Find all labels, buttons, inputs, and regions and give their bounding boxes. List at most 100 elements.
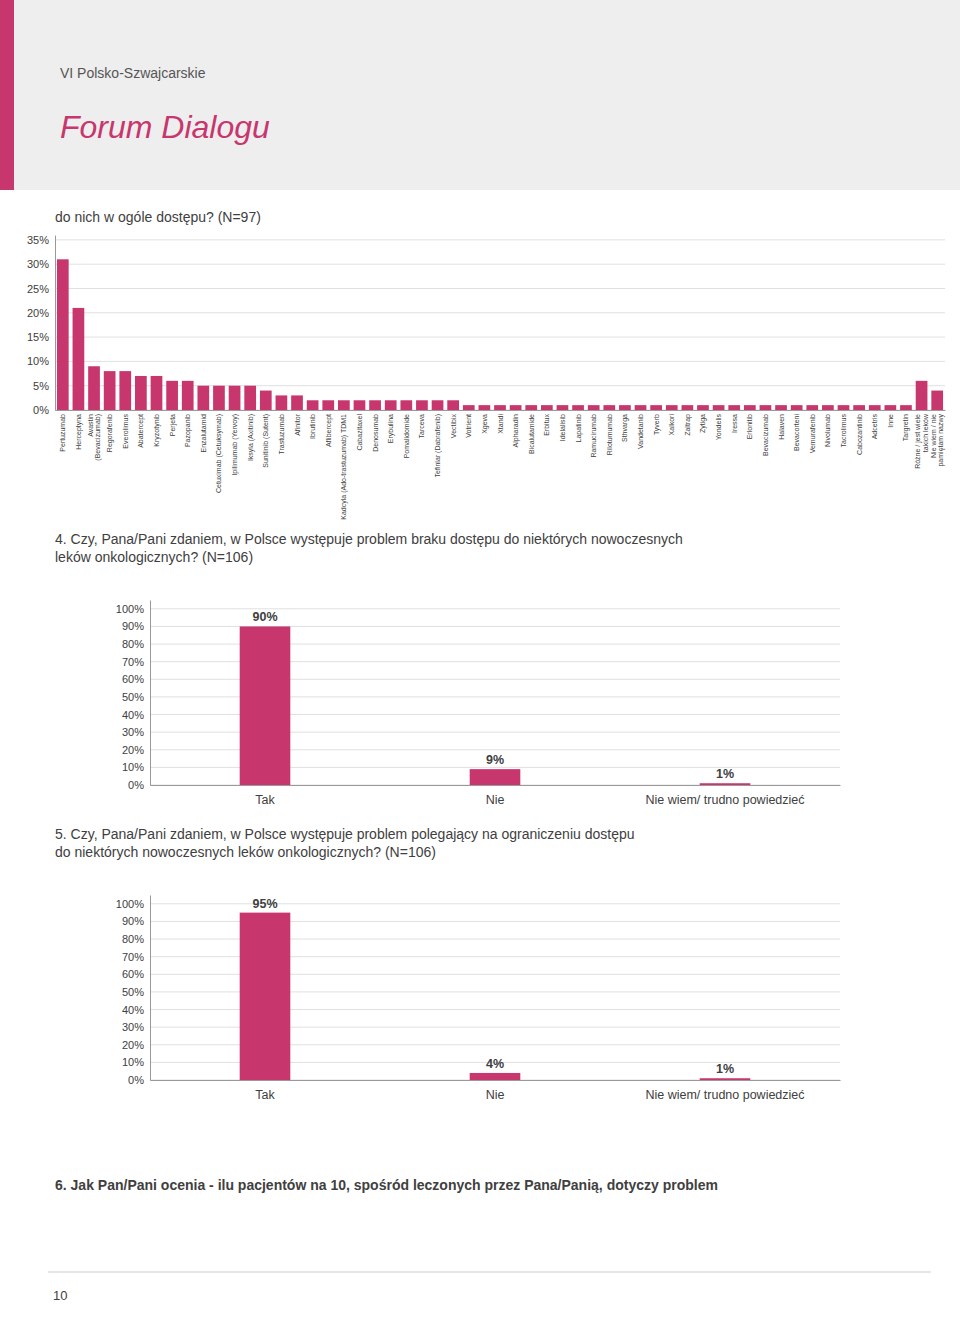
x-tick-label-line: Pazopanib (184, 414, 192, 447)
x-axis: Tak Nie Nie wiem/ trudno powiedzieć (151, 1081, 841, 1102)
x-tick-label-line: Kryzotynib (153, 414, 161, 447)
x-tick-label-line: Nivolumab (824, 414, 831, 447)
x-tick-label: Nie wiem/ trudno powiedzieć (645, 1088, 804, 1102)
x-tick-label-line: Sunitinib (Sutent) (262, 414, 270, 468)
y-tick-label: 20% (27, 307, 49, 319)
bar (104, 371, 116, 410)
x-tick-label-line: Regorafenib (106, 414, 114, 452)
x-tick-label: Vandetanib (637, 414, 644, 449)
data-label: 1% (716, 1062, 734, 1076)
bar (666, 405, 678, 410)
x-tick-label: Nie (486, 1088, 505, 1102)
x-tick-label: Nie wiem / niepamiętam nazwy (930, 414, 946, 467)
x-tick-label-line: Alpharadin (512, 414, 520, 448)
bar (635, 405, 647, 410)
x-tick-label: Adcetris (871, 414, 878, 440)
x-tick: Cabazitaxel (356, 414, 363, 451)
data-label: 4% (486, 1057, 504, 1071)
y-tick: 40% (122, 709, 150, 721)
x-tick-label: Kadcyla (Ado-trastuzumab) TDM1 (340, 414, 348, 520)
x-tick: Iksyla (Axitinib) (247, 414, 255, 461)
x-tick: Afinitor (294, 413, 301, 435)
bar (884, 405, 896, 410)
x-tick-label-line: Yondelis (715, 414, 722, 441)
x-tick-label: Erybulina (387, 414, 395, 443)
x-tick: Halaven (778, 414, 785, 440)
bar (479, 405, 491, 410)
x-tick: Pertuzumab (59, 414, 66, 452)
x-tick-label-line: Enzalutamid (200, 414, 207, 453)
x-tick: Yondelis (715, 414, 722, 441)
x-tick: Nie (486, 1088, 505, 1102)
y-tick-label: 20% (122, 744, 144, 756)
bar (916, 381, 928, 410)
x-tick-label: Afinitor (294, 413, 301, 435)
y-tick-label: 30% (122, 1021, 144, 1033)
bar (838, 405, 850, 410)
bar (135, 376, 147, 410)
x-tick-label: Lapatinib (575, 414, 583, 443)
x-tick-label-line: Idelalisib (559, 414, 566, 441)
x-tick: Nie (486, 793, 505, 807)
bar (260, 391, 272, 410)
x-tick: Cetuximab (Cetuksymab) (215, 414, 223, 493)
x-tick: Tyverb (653, 414, 661, 435)
data-label: 9% (486, 753, 504, 767)
x-tick-label-line: (Bevacizumab) (94, 414, 102, 461)
y-tick-label: 30% (122, 726, 144, 738)
x-tick-label-line: Aflibercept (325, 414, 333, 447)
y-tick: 40% (122, 1004, 150, 1016)
x-tick-label-line: Inne (887, 414, 894, 428)
x-tick: Vandetanib (637, 414, 644, 449)
x-tick-label-line: Erbitux (543, 414, 550, 436)
data-label: 1% (716, 767, 734, 781)
bar (338, 400, 350, 410)
x-tick-label: Enzalutamid (200, 414, 207, 453)
x-tick-label: Erbitux (543, 414, 550, 436)
bar (470, 1073, 521, 1080)
x-axis: PertuzumabHerceptynaAvastin(Bevacizumab)… (56, 411, 946, 520)
bars (240, 913, 751, 1080)
x-tick: Adcetris (871, 414, 878, 440)
grid-line (55, 361, 945, 362)
x-tick-label: Nie wiem/ trudno powiedzieć (645, 793, 804, 807)
x-tick: Tak (255, 1088, 275, 1102)
bar (151, 376, 163, 410)
x-tick: Xgeva (481, 414, 489, 434)
x-tick-label-line: takich leków (922, 413, 929, 452)
x-tick-label-line: Abatercept (137, 414, 145, 448)
x-tick-label: Ramucirumab (590, 414, 597, 458)
page-subtitle: VI Polsko-Szwajcarskie (60, 65, 206, 81)
bar (385, 400, 397, 410)
page-title: Forum Dialogu (60, 109, 270, 145)
y-tick: 90% (122, 915, 150, 927)
x-tick: Bevacizumab (762, 414, 769, 456)
x-tick-label-line: Xtandi (497, 414, 504, 434)
y-tick-label: 70% (122, 656, 144, 668)
x-tick-label: Nivolumab (824, 414, 831, 447)
y-tick-label: 35% (27, 234, 49, 246)
bar (619, 405, 631, 410)
chart-title: 5. Czy, Pana/Pani zdaniem, w Polsce wyst… (55, 826, 635, 842)
x-tick: Vectibix (450, 414, 457, 439)
bar (853, 405, 865, 410)
chart: 0%10%20%30%40%50%60%70%80%90%100%TakNieN… (116, 601, 841, 807)
x-tick-label-line: Tarceva (418, 414, 425, 439)
x-tick: Ipilimumab (Yervoy) (231, 414, 239, 476)
y-tick: 10% (122, 761, 150, 773)
x-tick: Erbitux (543, 414, 550, 436)
y-axis: 0%10%20%30%40%50%60%70%80%90%100% (116, 896, 151, 1087)
x-tick-label: Bevacizumab (762, 414, 769, 456)
x-tick-label-line: Perjeta (169, 414, 177, 436)
y-axis-line (150, 896, 151, 1081)
y-tick: 10% (122, 1056, 150, 1068)
grid (55, 240, 945, 410)
x-tick-label-line: Ibrutinib (309, 414, 316, 439)
y-tick: 30% (122, 1021, 150, 1033)
x-tick-label-line: Bicalutamide (528, 414, 535, 454)
x-tick-label: Tarceva (418, 414, 425, 439)
grid (150, 609, 840, 785)
bars (240, 626, 751, 785)
y-tick: 20% (27, 307, 55, 319)
y-tick-label: 80% (122, 933, 144, 945)
